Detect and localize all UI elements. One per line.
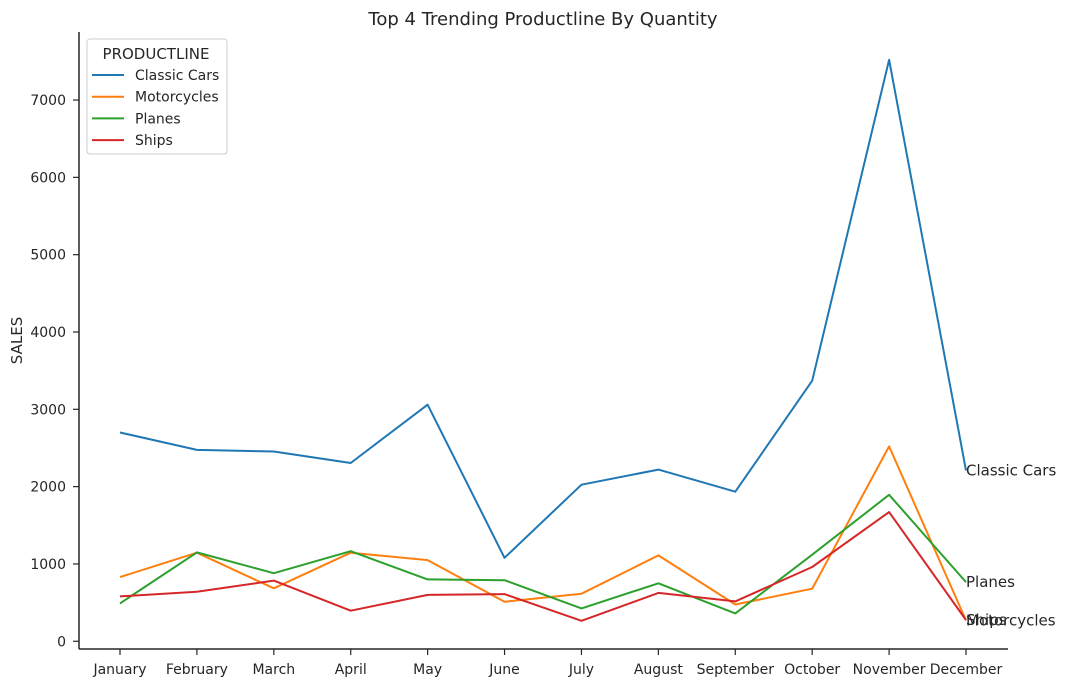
x-tick-label: April <box>335 662 367 678</box>
y-tick-label: 4000 <box>30 325 66 341</box>
y-tick-label: 0 <box>57 634 66 650</box>
end-labels: Classic Cars Motorcycles Planes Ships <box>966 461 1056 629</box>
x-tick-label: September <box>697 662 775 678</box>
legend-entry: Motorcycles <box>135 90 219 106</box>
x-tick-label: October <box>784 662 840 678</box>
y-tick-label: 3000 <box>30 402 66 418</box>
end-label-planes: Planes <box>966 573 1015 591</box>
chart-title: Top 4 Trending Productline By Quantity <box>367 9 717 30</box>
legend-items: Classic Cars Motorcycles Planes Ships <box>92 68 219 149</box>
y-axis-label: SALES <box>8 317 26 364</box>
y-ticks: 0 1000 2000 3000 4000 5000 6000 7000 <box>30 93 79 650</box>
legend-title: PRODUCTLINE <box>103 45 210 63</box>
x-tick-label: July <box>568 662 594 678</box>
series-lines <box>119 58 967 622</box>
series-line-classic-cars <box>119 58 967 559</box>
end-label-classic-cars: Classic Cars <box>966 461 1056 479</box>
y-tick-label: 2000 <box>30 480 66 496</box>
x-tick-label: February <box>166 662 228 678</box>
x-tick-label: November <box>853 662 926 678</box>
x-tick-label: August <box>634 662 684 678</box>
x-tick-label: June <box>488 662 520 678</box>
x-tick-label: May <box>413 662 442 678</box>
end-label-motorcycles: Motorcycles <box>966 611 1056 629</box>
x-tick-label: December <box>930 662 1003 678</box>
x-tick-label: March <box>252 662 295 678</box>
series-line-ships <box>119 511 967 622</box>
series-line-planes <box>119 493 967 615</box>
y-tick-label: 7000 <box>30 93 66 109</box>
legend-entry: Classic Cars <box>135 68 219 84</box>
y-tick-label: 6000 <box>30 170 66 186</box>
legend-entry: Planes <box>135 111 181 127</box>
x-ticks: January February March April May June July Augu… <box>92 649 1003 678</box>
legend: PRODUCTLINE Classic Cars Motorcycles Plane… <box>86 38 228 155</box>
x-tick-label: January <box>92 662 146 678</box>
y-tick-label: 5000 <box>30 248 66 264</box>
legend-box <box>86 38 228 155</box>
legend-entry: Ships <box>135 133 173 149</box>
end-label-ships: Ships <box>966 611 1007 629</box>
y-tick-label: 1000 <box>30 557 66 573</box>
